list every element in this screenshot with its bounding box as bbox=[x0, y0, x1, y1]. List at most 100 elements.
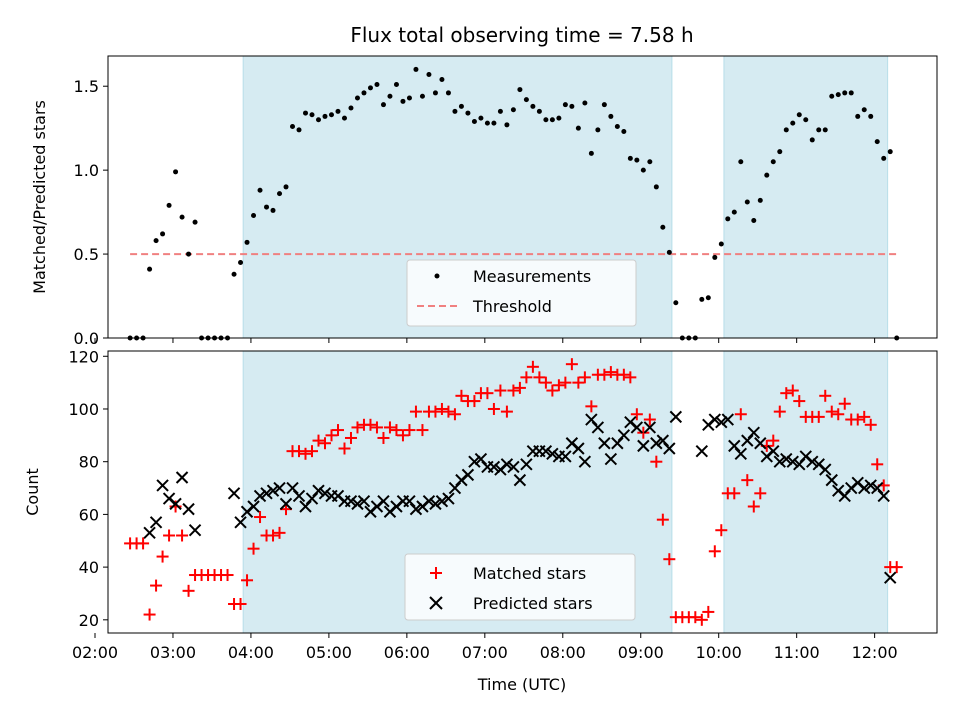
predicted-star-point bbox=[663, 442, 676, 455]
predicted-star-point-b bbox=[858, 481, 871, 495]
measurement-point bbox=[595, 127, 601, 133]
predicted-star-point bbox=[747, 426, 760, 439]
matched-star-point bbox=[656, 513, 669, 526]
measurement-point bbox=[361, 90, 367, 96]
measurement-point bbox=[413, 66, 419, 72]
matched-star-point bbox=[247, 542, 260, 555]
measurement-point bbox=[777, 149, 783, 155]
y-tick-label: 100 bbox=[68, 400, 99, 419]
predicted-star-point bbox=[247, 500, 260, 513]
x-tick-label: 04:00 bbox=[228, 643, 274, 662]
y-tick-label: 20 bbox=[79, 611, 99, 630]
matched-star-point bbox=[780, 387, 793, 400]
predicted-star-point bbox=[227, 487, 241, 500]
predicted-star-point bbox=[143, 526, 156, 540]
measurement-point bbox=[153, 238, 159, 244]
predicted-star-point bbox=[604, 452, 618, 466]
predicted-star-point bbox=[234, 516, 247, 529]
measurement-point bbox=[264, 204, 270, 210]
measurement-point bbox=[751, 218, 757, 223]
measurement-point bbox=[673, 300, 679, 306]
matched-star-point bbox=[487, 402, 500, 415]
matched-star-point bbox=[812, 410, 825, 423]
predicted-star-point bbox=[344, 495, 358, 508]
x-axis-label: Time (UTC) bbox=[477, 675, 566, 694]
bottom-x-ticks: 02:00 03:00 04:00 05:00 06:00 07:00 08:00 09:00… bbox=[72, 633, 898, 662]
predicted-star-point-b bbox=[864, 479, 877, 492]
predicted-star-point-b bbox=[442, 492, 455, 505]
predicted-star-point-b bbox=[546, 447, 559, 460]
predicted-star-point bbox=[786, 455, 799, 468]
measurement-point bbox=[231, 271, 237, 277]
predicted-star-point-b bbox=[312, 484, 325, 497]
measurement-point bbox=[608, 113, 614, 119]
matched-star-point bbox=[864, 418, 877, 431]
measurement-point bbox=[887, 149, 893, 155]
predicted-star-point bbox=[487, 460, 501, 474]
x-tick-label: 06:00 bbox=[384, 643, 430, 662]
measurement-point bbox=[731, 209, 737, 215]
measurement-point bbox=[374, 82, 380, 88]
measurement-point bbox=[458, 103, 464, 109]
predicted-star-point-b bbox=[539, 444, 553, 458]
predicted-star-point bbox=[669, 410, 683, 424]
measurement-point bbox=[478, 115, 484, 121]
predicted-star-point bbox=[617, 429, 631, 442]
measurement-point bbox=[257, 187, 263, 193]
matched-star-point bbox=[695, 613, 708, 626]
measurement-point bbox=[238, 259, 244, 265]
matched-star-point bbox=[637, 426, 650, 439]
predicted-star-point bbox=[598, 437, 611, 450]
bottom-y-axis-label: Count bbox=[23, 468, 42, 516]
matched-star-point bbox=[533, 371, 546, 384]
predicted-star-point bbox=[266, 484, 280, 497]
matched-star-point bbox=[435, 402, 448, 415]
predicted-star-point-b bbox=[832, 484, 845, 497]
matched-star-point bbox=[767, 434, 780, 447]
shaded-region bbox=[723, 350, 889, 634]
measurement-point bbox=[192, 219, 198, 225]
measurement-point bbox=[536, 108, 542, 114]
measurement-point bbox=[497, 108, 503, 114]
predicted-star-point bbox=[819, 463, 832, 476]
measurement-point bbox=[627, 155, 633, 161]
predicted-star-point bbox=[825, 473, 838, 487]
predicted-star-point-b bbox=[637, 439, 650, 453]
predicted-star-point-b bbox=[715, 415, 728, 429]
matched-star-point bbox=[786, 384, 799, 397]
measurement-point bbox=[270, 207, 276, 213]
predicted-star-point bbox=[715, 415, 728, 429]
predicted-star-point-b bbox=[591, 421, 605, 434]
predicted-star-point-b bbox=[331, 489, 345, 503]
top-legend: Measurements Threshold bbox=[406, 259, 637, 327]
measurement-point bbox=[621, 129, 627, 135]
measurement-point bbox=[315, 117, 321, 123]
top-axes-frame bbox=[107, 55, 938, 339]
measurement-point bbox=[341, 115, 347, 121]
matched-star-point bbox=[747, 500, 760, 513]
predicted-star-point-b bbox=[643, 421, 657, 434]
measurement-point bbox=[530, 103, 536, 109]
predicted-star-point bbox=[754, 437, 767, 450]
measurement-point bbox=[647, 159, 653, 165]
matched-star-point bbox=[390, 424, 403, 437]
predicted-star-point-b bbox=[162, 492, 176, 505]
measurement-point bbox=[660, 224, 666, 230]
measurement-point bbox=[491, 120, 497, 126]
measurement-point bbox=[725, 216, 731, 222]
measurement-point bbox=[328, 112, 334, 118]
matched-star-point bbox=[546, 384, 559, 397]
matched-star-point bbox=[267, 529, 280, 542]
predicted-star-point bbox=[435, 495, 449, 508]
predicted-star-point bbox=[708, 413, 722, 426]
predicted-star-point bbox=[864, 479, 877, 492]
predicted-star-point-b bbox=[227, 487, 241, 500]
predicted-star-point-b bbox=[292, 489, 306, 503]
top-legend-box bbox=[406, 259, 637, 327]
matched-star-point bbox=[293, 445, 306, 458]
measurement-point bbox=[842, 90, 848, 96]
matched-star-point bbox=[728, 487, 741, 500]
matched-star-point bbox=[773, 405, 786, 418]
predicted-star-point-b bbox=[377, 495, 390, 508]
measurement-point bbox=[829, 93, 835, 99]
